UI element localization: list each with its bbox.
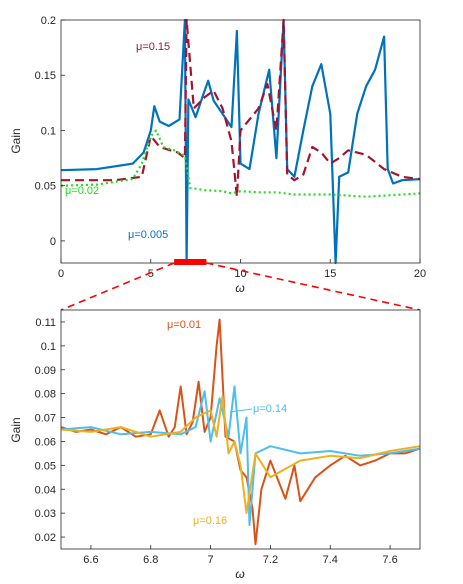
bottom-plot-area: [61, 310, 420, 549]
bottom-chart: 6.6 6.8 7 7.2 7.4 7.6 0.020.030.040.050.060.0…: [9, 309, 421, 581]
bottom-x-ticks: 6.6 6.8 7 7.2 7.4 7.6: [83, 545, 398, 566]
y-tick-label: 0.07: [35, 413, 56, 425]
y-tick-label: 0.08: [35, 389, 56, 401]
x-tick-label: 7: [208, 554, 214, 566]
top-y-axis-label: Gain: [9, 128, 23, 153]
annotation-arrow-mu-0.14: [229, 408, 253, 413]
y-tick-label: 0.05: [35, 181, 56, 193]
zoom-line-right: [206, 262, 421, 311]
series-line-0.01: [60, 318, 421, 546]
x-tick-label: 7.2: [263, 554, 278, 566]
y-tick-label: 0: [50, 236, 56, 248]
annotation-mu-0.14: μ=0.14: [253, 403, 287, 415]
y-tick-label: 0.2: [41, 15, 56, 27]
x-tick-label: 20: [414, 268, 426, 280]
x-tick-label: 5: [148, 268, 154, 280]
bottom-x-axis-label: ω: [235, 567, 244, 581]
y-tick-label: 0.1: [41, 341, 56, 353]
annotation-mu-0.005: μ=0.005: [128, 229, 168, 241]
series-line-0.16: [60, 395, 421, 515]
y-tick-label: 0.15: [35, 70, 56, 82]
zoom-highlight-range: [174, 259, 207, 265]
x-tick-label: 0: [58, 268, 64, 280]
zoom-connector: [60, 259, 421, 311]
top-x-axis-label: ω: [235, 281, 244, 295]
x-tick-label: 7.4: [323, 554, 338, 566]
x-tick-label: 6.6: [83, 554, 98, 566]
bottom-plot-frame: [60, 309, 421, 550]
annotation-mu-0.15: μ=0.15: [136, 41, 170, 53]
top-x-ticks: 0 5 10 15 20: [58, 259, 426, 280]
y-tick-label: 0.03: [35, 508, 56, 520]
annotation-mu-0.02: μ=0.02: [65, 185, 99, 197]
annotation-mu-0.16: μ=0.16: [193, 515, 227, 527]
bottom-y-ticks: 0.02 0.03 0.04 0.05 0.06 0.07 0.08 0.09 0.1 0.11: [35, 317, 65, 544]
y-tick-label: 0.02: [35, 532, 56, 544]
x-tick-label: 15: [324, 268, 336, 280]
bottom-y-axis-label: Gain: [9, 417, 23, 442]
y-tick-label: 0.04: [35, 484, 56, 496]
series-line-0.005: [60, 18, 421, 265]
zoom-line-left: [60, 262, 175, 311]
y-tick-label: 0.1: [41, 125, 56, 137]
annotation-mu-0.01: μ=0.01: [167, 319, 201, 331]
top-chart: 0 5 10 15 20 00.050.10.150.2 ω Gain μ=0.15 μ…: [9, 15, 426, 295]
y-tick-label: 0.09: [35, 365, 56, 377]
x-tick-label: 7.6: [382, 554, 397, 566]
bottom-series-group: [60, 318, 421, 546]
series-line-0.14: [60, 385, 421, 527]
top-series-group: [60, 18, 421, 265]
y-tick-label: 0.05: [35, 460, 56, 472]
top-y-ticks: 0 0.05 0.1 0.15 0.2: [35, 15, 65, 248]
y-tick-label: 0.06: [35, 436, 56, 448]
x-tick-label: 6.8: [143, 554, 158, 566]
y-tick-label: 0.11: [35, 317, 56, 329]
